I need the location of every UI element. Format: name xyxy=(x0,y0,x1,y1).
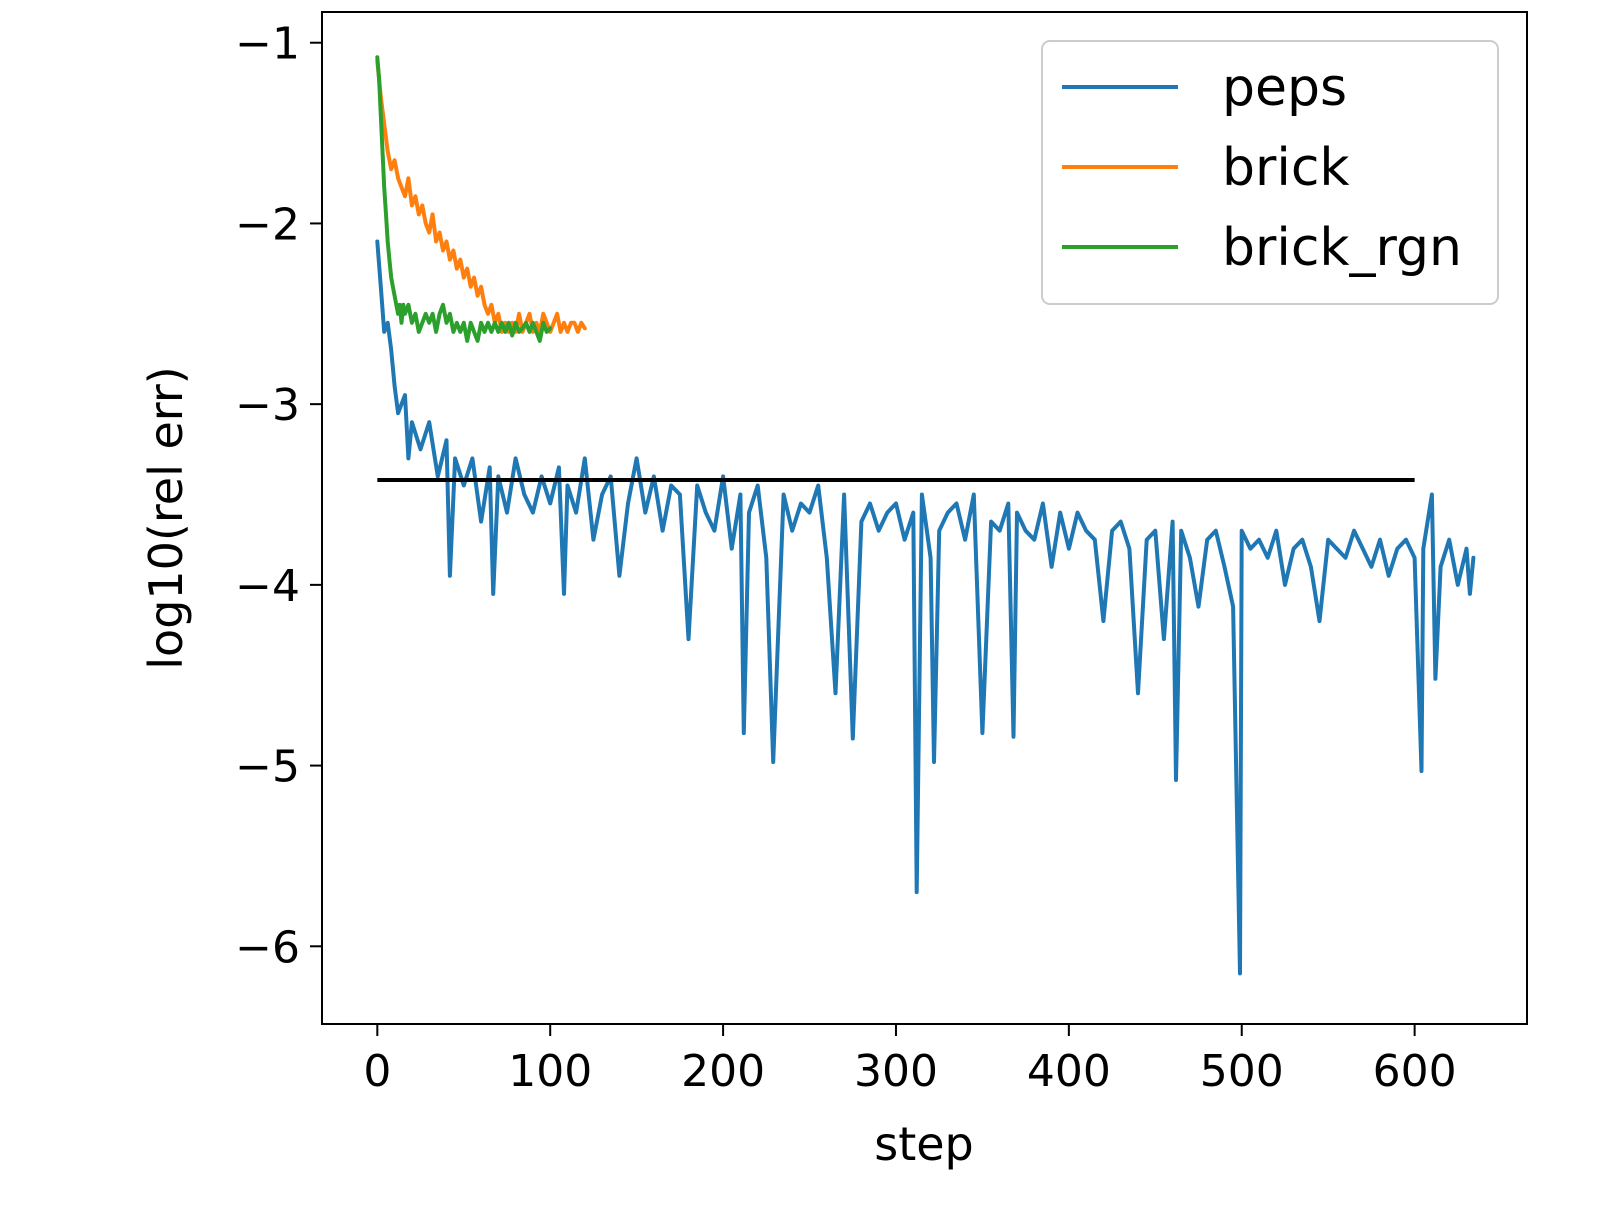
series-layer xyxy=(375,55,1476,976)
y-tick-label: −6 xyxy=(235,922,300,973)
legend-label-brick: brick xyxy=(1222,138,1350,198)
x-tick-label: 200 xyxy=(681,1046,765,1097)
x-axis-label: step xyxy=(874,1117,974,1171)
series-line-peps xyxy=(375,239,1476,976)
y-tick-label: −4 xyxy=(235,561,300,612)
x-tick-label: 0 xyxy=(363,1046,391,1097)
y-tick-label: −2 xyxy=(235,199,300,250)
legend: peps brick brick_rgn xyxy=(1041,40,1499,305)
x-axis: 0 100 200 300 400 500 600 xyxy=(363,1024,1457,1097)
y-axis: −1 −2 −3 −4 −5 −6 xyxy=(235,19,322,973)
legend-label-peps: peps xyxy=(1222,58,1347,118)
x-tick-label: 400 xyxy=(1027,1046,1111,1097)
y-axis-label: log10(rel err) xyxy=(139,366,193,669)
x-tick-label: 100 xyxy=(508,1046,592,1097)
x-tick-label: 300 xyxy=(854,1046,938,1097)
series-line-brick xyxy=(375,58,587,334)
legend-box xyxy=(1041,40,1499,305)
y-tick-label: −5 xyxy=(235,742,300,793)
x-tick-label: 500 xyxy=(1200,1046,1284,1097)
y-tick-label: −3 xyxy=(235,380,300,431)
x-tick-label: 600 xyxy=(1373,1046,1457,1097)
legend-label-brick_rgn: brick_rgn xyxy=(1222,218,1462,278)
axes-frame xyxy=(321,11,1528,1025)
y-tick-label: −1 xyxy=(235,19,300,70)
series-line-brick_rgn xyxy=(375,55,553,343)
